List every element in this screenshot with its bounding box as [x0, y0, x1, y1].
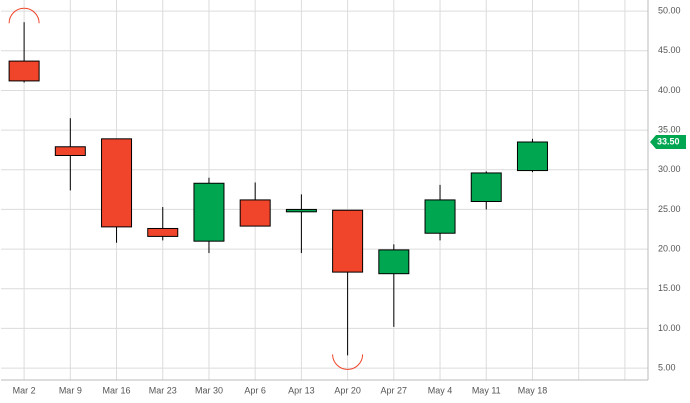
candle-body	[54, 146, 86, 156]
x-tick-label: Mar 23	[149, 385, 177, 395]
last-price-tag	[650, 135, 686, 150]
candle-body	[378, 249, 410, 275]
x-tick-label: Apr 27	[381, 385, 408, 395]
candle-body	[193, 182, 225, 242]
y-tick-label: 45.00	[658, 45, 681, 55]
y-tick-label: 25.00	[658, 204, 681, 214]
y-tick-label: 10.00	[658, 323, 681, 333]
candle-body	[424, 199, 456, 234]
x-tick-label: Mar 16	[103, 385, 131, 395]
candle-body	[8, 60, 40, 82]
y-tick-label: 40.00	[658, 85, 681, 95]
y-tick-label: 15.00	[658, 283, 681, 293]
min-marker	[332, 354, 364, 370]
x-tick-label: Mar 2	[13, 385, 36, 395]
candle-body	[516, 141, 548, 172]
x-tick-label: Apr 13	[288, 385, 315, 395]
candle-body	[101, 138, 133, 228]
y-tick-label: 50.00	[658, 5, 681, 15]
candle-body	[239, 199, 271, 227]
y-tick-label: 35.00	[658, 124, 681, 134]
y-tick-label: 20.00	[658, 243, 681, 253]
x-tick-label: May 4	[428, 385, 453, 395]
y-tick-label: 30.00	[658, 164, 681, 174]
candle-body	[332, 209, 364, 273]
x-tick-label: May 11	[472, 385, 501, 395]
candle-body	[147, 227, 179, 237]
x-tick-label: Apr 6	[244, 385, 266, 395]
x-tick-label: May 18	[518, 385, 548, 395]
candle-body	[285, 208, 317, 213]
y-tick-label: 5.00	[658, 362, 676, 372]
x-tick-label: Mar 30	[195, 385, 223, 395]
x-tick-label: Mar 9	[59, 385, 82, 395]
x-tick-label: Apr 20	[334, 385, 361, 395]
last-price-label: 33.50	[657, 136, 680, 146]
candle-body	[470, 172, 502, 203]
max-marker	[8, 7, 40, 24]
